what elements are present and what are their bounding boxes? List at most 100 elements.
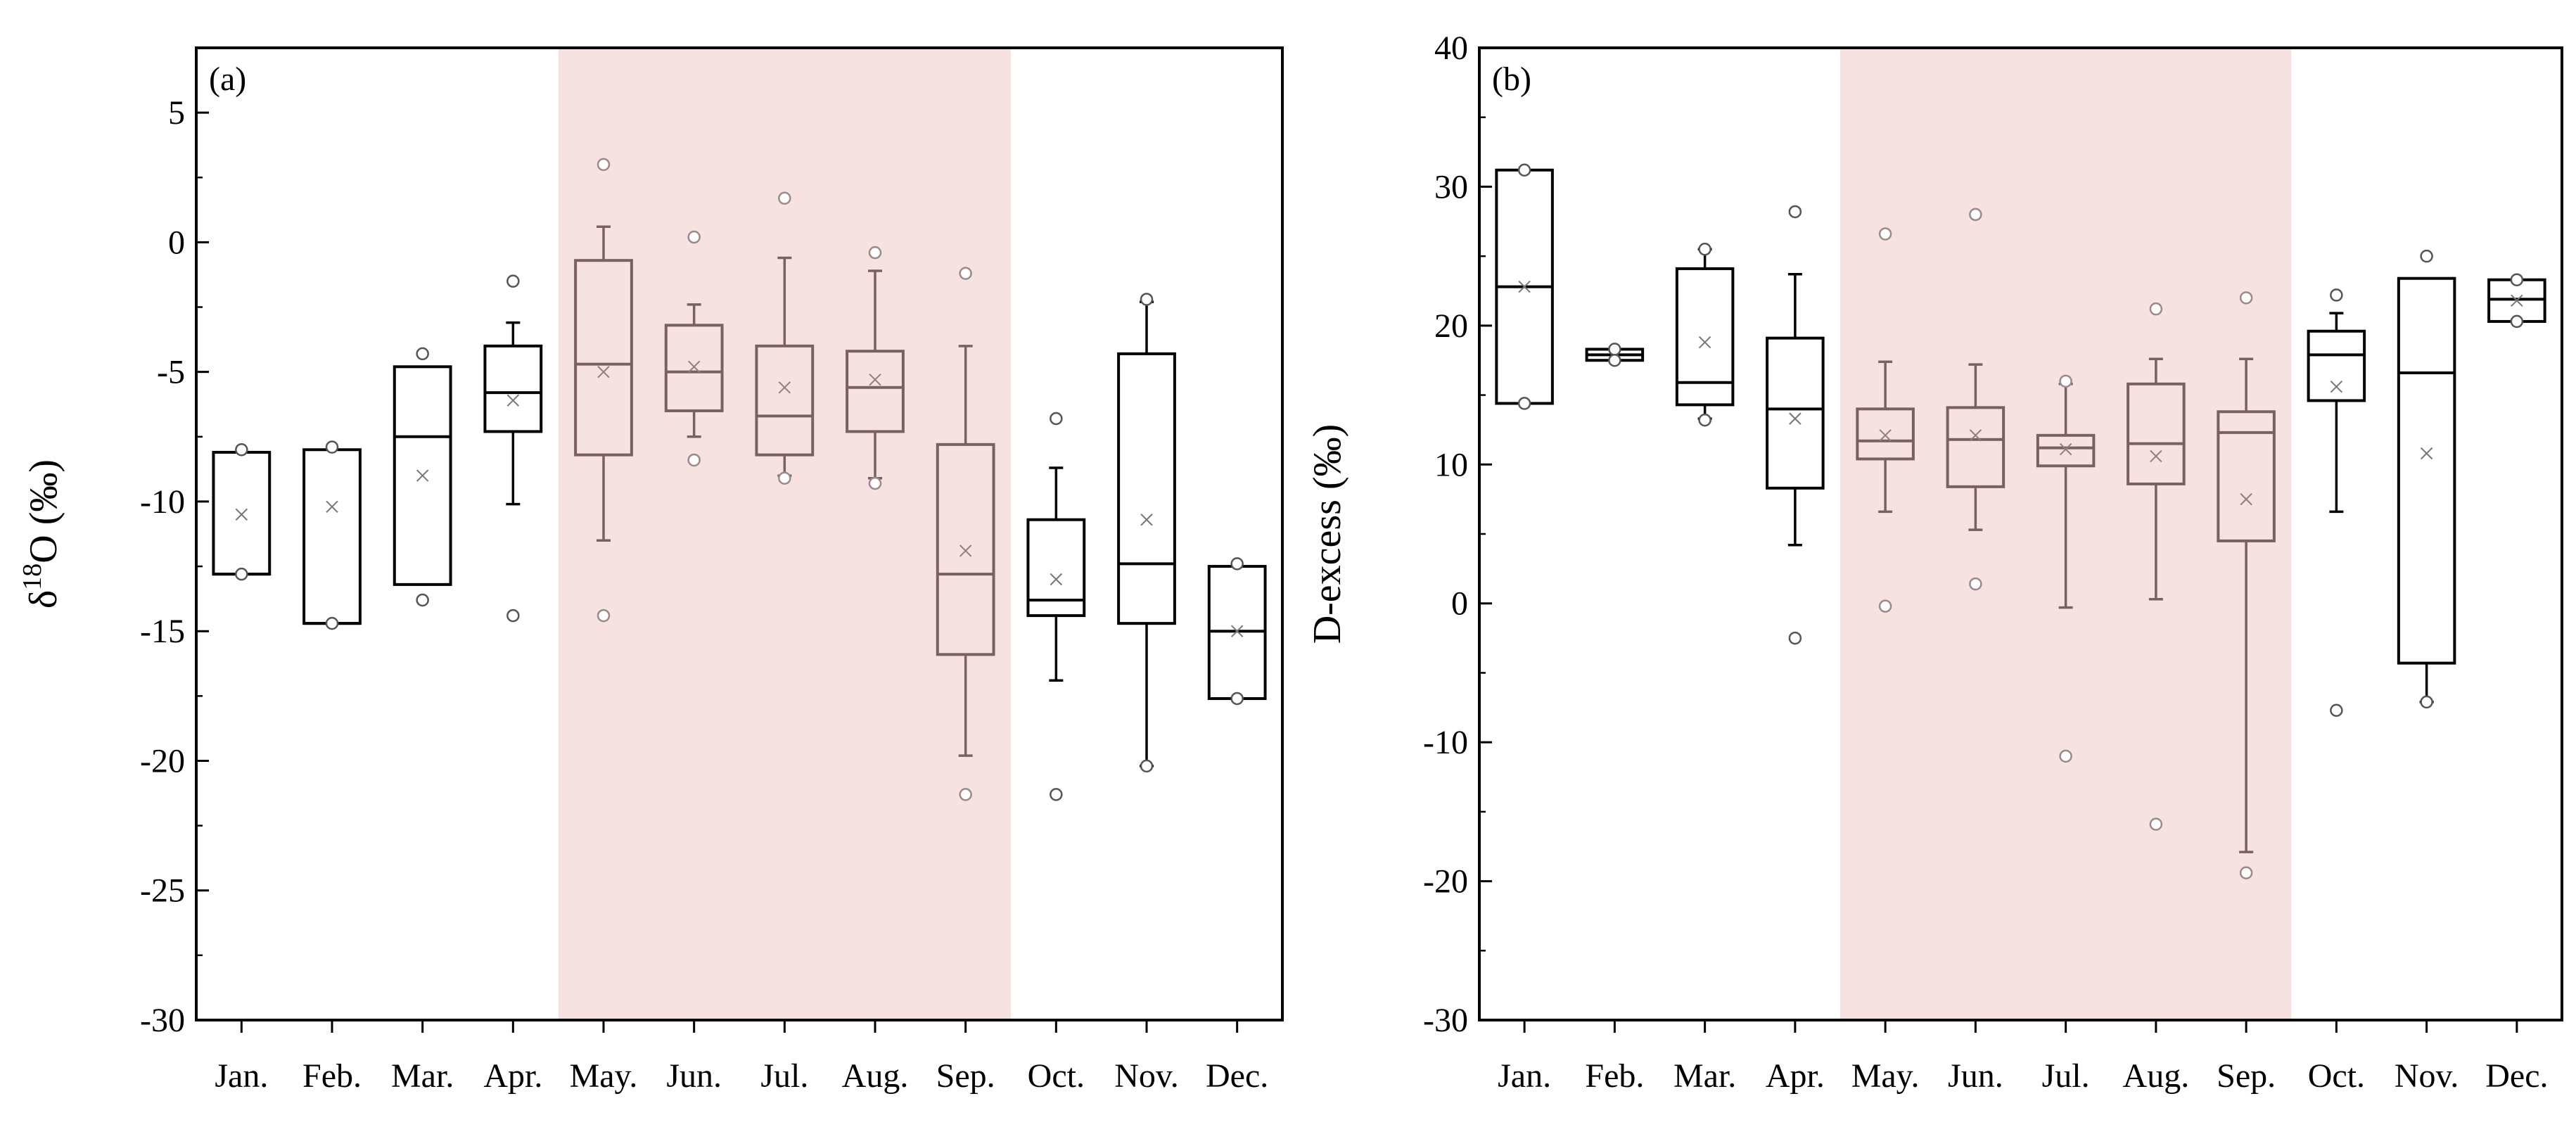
- x-tick-label: Dec.: [1206, 1057, 1268, 1095]
- box-iqr: [664, 324, 724, 412]
- outlier-point: [687, 230, 701, 244]
- mean-marker-stroke: [1969, 429, 1982, 442]
- x-tick-label: Oct.: [2308, 1057, 2365, 1095]
- mean-marker: [1969, 429, 1982, 442]
- mean-marker: [1050, 573, 1063, 586]
- outlier-point: [506, 609, 520, 623]
- outlier-point: [235, 567, 248, 581]
- y-tick-label: 30: [1434, 168, 1468, 205]
- outlier-point: [1788, 205, 1802, 219]
- box-jul: [755, 191, 815, 485]
- y-tick-label: -20: [1423, 863, 1468, 900]
- mean-marker: [2330, 381, 2343, 393]
- box-iqr: [2127, 382, 2186, 485]
- outlier-point: [1230, 557, 1244, 571]
- y-tick-label: 5: [168, 94, 185, 132]
- box-iqr: [1026, 518, 1086, 618]
- box-iqr: [483, 344, 543, 433]
- outlier-point: [1608, 353, 1621, 367]
- panel-label: (b): [1492, 61, 1531, 98]
- mean-marker: [416, 469, 429, 482]
- box-sep: [936, 267, 995, 801]
- mean-marker: [1518, 280, 1531, 293]
- outlier-point: [778, 471, 791, 485]
- outlier-point: [416, 593, 429, 607]
- box-iqr: [2307, 329, 2366, 402]
- x-tick-label: Dec.: [2485, 1057, 2548, 1095]
- outlier-point: [1788, 631, 1802, 645]
- outlier-point: [2510, 273, 2524, 286]
- outlier-point: [1140, 759, 1154, 773]
- box-apr: [1766, 205, 1825, 645]
- box-iqr: [755, 344, 815, 457]
- box-dec: [1207, 557, 1267, 706]
- mean-marker-stroke: [2240, 492, 2252, 506]
- box-iqr: [1946, 406, 2006, 488]
- outlier-point: [1230, 692, 1244, 706]
- outlier-point: [325, 440, 339, 454]
- box-aug: [2127, 302, 2186, 831]
- outlier-point: [868, 246, 882, 260]
- mean-marker-stroke: [416, 469, 429, 482]
- mean-marker: [2150, 450, 2162, 463]
- box-mar: [1675, 243, 1735, 427]
- mean-marker: [778, 381, 791, 394]
- outlier-point: [2149, 817, 2163, 831]
- outlier-point: [868, 476, 882, 490]
- mean-marker: [2240, 492, 2252, 506]
- x-tick-label: Sep.: [936, 1057, 995, 1095]
- mean-marker-stroke: [1050, 573, 1063, 586]
- panel-a-chart: -30 -25 -20 -15 -10 -5 0 5 Jan. Feb. Mar. Apr. May. J…: [18, 46, 1284, 1095]
- box-iqr: [2036, 433, 2096, 468]
- outlier-point: [506, 274, 520, 288]
- mean-marker-stroke: [1879, 429, 1892, 442]
- box-may: [1856, 227, 1915, 613]
- mean-marker-stroke: [959, 545, 972, 557]
- x-tick-label: Mar.: [391, 1057, 454, 1095]
- x-tick-label: Aug.: [2123, 1057, 2190, 1095]
- x-tick-label: Feb.: [1585, 1057, 1644, 1095]
- mean-marker: [1879, 429, 1892, 442]
- x-tick-label: Nov.: [2395, 1057, 2459, 1095]
- plot-frame: [195, 46, 1284, 1021]
- box-iqr: [1766, 336, 1825, 490]
- box-dec: [2487, 273, 2546, 329]
- x-tick-label: May.: [570, 1057, 638, 1095]
- y-tick-label: -30: [1423, 1002, 1468, 1039]
- mean-marker-stroke: [2330, 381, 2343, 393]
- box-nov: [1117, 293, 1176, 773]
- x-tick-label: Apr.: [1766, 1057, 1825, 1095]
- outlier-point: [2330, 288, 2343, 302]
- outlier-point: [687, 453, 701, 467]
- mean-marker-stroke: [2150, 450, 2162, 463]
- box-feb: [302, 440, 362, 630]
- mean-marker-stroke: [869, 374, 881, 386]
- y-axis-label-main: δ: [22, 590, 65, 609]
- y-axis-label-main: D-excess (‰): [1306, 424, 1349, 644]
- mean-marker: [959, 545, 972, 557]
- box-nov: [2397, 249, 2456, 709]
- y-tick-label: -10: [140, 483, 185, 521]
- y-tick-label: -5: [157, 354, 185, 391]
- x-tick-label: Mar.: [1673, 1057, 1736, 1095]
- box-iqr: [393, 365, 452, 586]
- plot-frame: [1478, 46, 2563, 1021]
- x-tick-label: Jan.: [1498, 1057, 1551, 1095]
- x-tick-label: Jan.: [215, 1057, 268, 1095]
- x-tick-label: Nov.: [1114, 1057, 1179, 1095]
- mean-marker: [869, 374, 881, 386]
- mean-marker-stroke: [687, 360, 701, 374]
- mean-marker-stroke: [1140, 514, 1153, 526]
- y-tick-label: 20: [1434, 307, 1468, 345]
- outlier-point: [1517, 397, 1531, 410]
- mean-marker-stroke: [1518, 280, 1531, 293]
- box-iqr: [2397, 276, 2456, 665]
- y-axis-label-tail: O (‰): [22, 459, 65, 564]
- y-tick-label: -20: [140, 742, 185, 779]
- y-tick-label: -10: [1423, 724, 1468, 761]
- mean-marker-stroke: [2059, 442, 2072, 456]
- outlier-point: [959, 788, 972, 801]
- mean-marker: [506, 394, 520, 407]
- y-axis-label: D-excess (‰): [1306, 424, 1349, 644]
